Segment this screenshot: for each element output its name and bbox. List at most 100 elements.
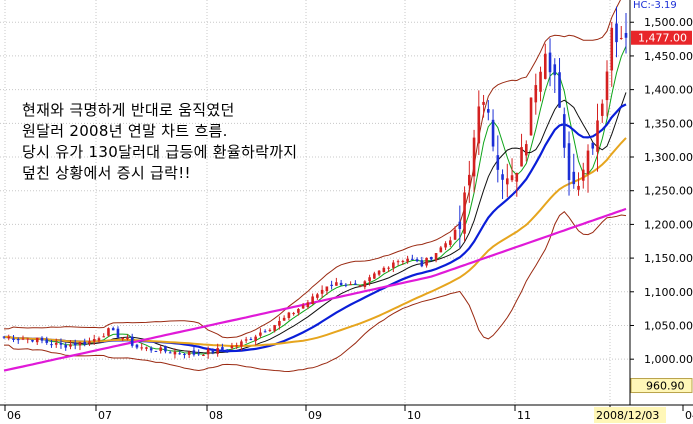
candle-body: [83, 341, 87, 345]
candle-body: [240, 341, 243, 347]
candle-body: [221, 347, 224, 350]
x-tick-label: 11: [517, 409, 531, 422]
candle-body: [97, 338, 101, 341]
moving-averages: [3, 45, 627, 372]
candle-body: [206, 349, 210, 355]
candle-body: [135, 344, 139, 348]
candle-body: [35, 337, 39, 343]
candle-body: [354, 283, 357, 285]
candle-body: [401, 260, 405, 262]
candle-body: [586, 150, 590, 175]
candle-body: [468, 174, 471, 186]
candle-body: [268, 329, 272, 331]
x-tick-label: 06: [7, 409, 21, 422]
candle-body: [102, 336, 106, 338]
candle-body: [126, 337, 129, 339]
candle-body: [387, 267, 390, 269]
candle-body: [396, 261, 400, 263]
candle-body: [320, 289, 324, 294]
band-lower: [4, 211, 627, 373]
candle-body: [325, 286, 329, 292]
candle-body: [12, 338, 15, 340]
candle-body: [439, 247, 443, 253]
candle-body: [406, 258, 409, 262]
candle-body: [173, 351, 177, 355]
y-tick-label: 1,100.00: [644, 286, 693, 299]
candle-body: [282, 317, 286, 321]
candle-body: [510, 175, 514, 181]
candle-body: [311, 296, 314, 304]
candle-body: [373, 273, 376, 279]
candle-body: [619, 38, 623, 40]
candle-body: [292, 313, 295, 315]
candle-body: [183, 353, 186, 355]
candle-body: [140, 347, 143, 349]
candle-body: [344, 284, 348, 286]
candle-body: [615, 23, 618, 43]
candle-body: [358, 285, 362, 287]
y-tick-label: 1,150.00: [644, 252, 693, 265]
candle-body: [159, 347, 162, 351]
candle-body: [505, 178, 509, 185]
low-marker-label: 960.90: [646, 380, 685, 393]
candle-body: [610, 27, 614, 71]
candle-body: [64, 345, 68, 348]
candle-body: [458, 221, 462, 229]
candle-body: [577, 185, 580, 190]
x-tick-label: 07: [98, 409, 112, 422]
y-tick-label: 1,300.00: [644, 151, 693, 164]
y-tick-label: 1,350.00: [644, 117, 693, 130]
candle-body: [145, 347, 148, 349]
candle-body: [539, 71, 542, 92]
x-tick-label: 08: [209, 409, 223, 422]
candle-body: [7, 336, 11, 339]
candle-body: [130, 336, 134, 346]
candle-body: [581, 169, 585, 181]
candle-body: [349, 284, 352, 286]
ma-line-fast: [4, 45, 627, 355]
candle-body: [168, 352, 172, 354]
candle-body: [543, 53, 547, 79]
candle-body: [496, 155, 500, 170]
candle-body: [368, 277, 371, 282]
annotation-line: 원달러 2008년 연말 차트 흐름.: [22, 122, 228, 140]
candle-body: [111, 328, 115, 331]
candle-body: [553, 64, 557, 76]
candle-body: [434, 253, 438, 261]
y-tick-label: 1,000.00: [644, 353, 693, 366]
candle-body: [472, 137, 476, 177]
candle-body: [21, 338, 25, 340]
candle-body: [301, 305, 305, 309]
candle-body: [330, 284, 333, 286]
candle-body: [600, 103, 604, 116]
annotation-line: 현재와 극명하게 반대로 움직였던: [22, 101, 235, 119]
candle-body: [596, 120, 599, 152]
candle-body: [420, 260, 424, 267]
candle-body: [254, 336, 257, 342]
candle-body: [31, 339, 34, 342]
candle-body: [197, 353, 200, 355]
candle-body: [16, 339, 20, 341]
candle-body: [154, 350, 158, 352]
candle-body: [463, 192, 466, 234]
candle-body: [524, 144, 528, 156]
candle-body: [534, 85, 538, 103]
band-upper: [3, 0, 621, 339]
candle-body: [2, 336, 6, 338]
candle-body: [273, 325, 276, 331]
candle-body: [26, 338, 30, 340]
candle-body: [69, 344, 72, 347]
candle-body: [591, 142, 595, 149]
candle-body: [482, 101, 485, 105]
candle-body: [216, 348, 219, 354]
candle-body: [230, 345, 234, 349]
x-tick-label: 04: [685, 409, 693, 422]
candle-body: [335, 282, 338, 286]
candle-body: [78, 341, 82, 346]
x-tick-label: 2008/12/03: [596, 409, 659, 422]
current-price-box: [631, 30, 692, 45]
candle-body: [187, 351, 191, 356]
candle-body: [515, 172, 519, 182]
candle-body: [306, 302, 310, 307]
